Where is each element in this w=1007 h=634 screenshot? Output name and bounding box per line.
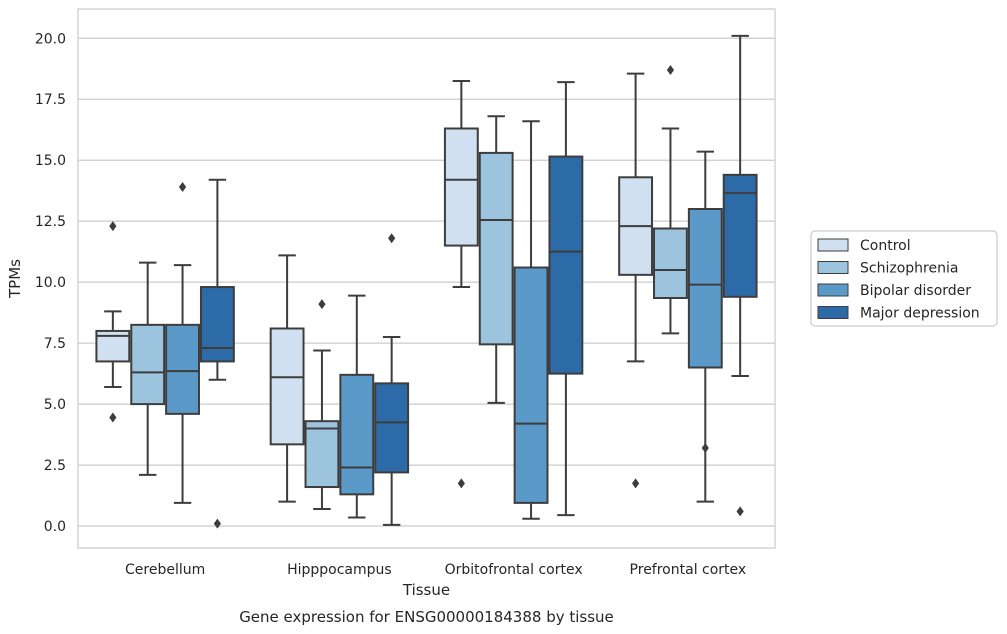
- outlier-point: [109, 221, 117, 232]
- iqr-box: [304, 420, 340, 489]
- x-tick-label: Cerebellum: [125, 562, 205, 578]
- legend-label: Schizophrenia: [860, 261, 958, 277]
- legend-label: Major depression: [860, 306, 980, 322]
- iqr-box: [269, 327, 305, 446]
- box-schizophrenia: [130, 261, 166, 476]
- y-tick-label: 10.0: [35, 275, 66, 291]
- box-control: [269, 254, 305, 503]
- y-tick-label: 15.0: [35, 153, 66, 169]
- legend-swatch: [817, 306, 849, 319]
- iqr-box: [165, 323, 200, 415]
- iqr-box: [722, 173, 758, 298]
- outlier-point: [632, 478, 640, 489]
- outlier-point: [318, 299, 326, 310]
- plot-frame: [77, 8, 776, 549]
- box-bipolar-disorder: [513, 120, 549, 520]
- boxes: [95, 34, 758, 529]
- box-major-depression: [722, 34, 758, 517]
- iqr-box: [130, 323, 166, 406]
- x-tick-label: Prefrontal cortex: [630, 562, 747, 578]
- y-tick-label: 7.5: [44, 336, 66, 352]
- box-control: [618, 72, 654, 489]
- iqr-box: [374, 382, 410, 474]
- outlier-point: [457, 478, 465, 489]
- box-control: [95, 221, 131, 423]
- x-tick-label: Orbitofrontal cortex: [445, 562, 583, 578]
- legend-frame: [810, 230, 998, 327]
- outlier-point: [109, 412, 117, 423]
- outlier-point: [736, 506, 744, 517]
- box-bipolar-disorder: [165, 182, 200, 504]
- x-tick-label: Hipppocampus: [287, 562, 392, 578]
- box-schizophrenia: [478, 115, 514, 404]
- outlier-point: [666, 64, 675, 75]
- y-tick-label: 20.0: [35, 31, 66, 47]
- iqr-box: [687, 207, 723, 369]
- iqr-box: [548, 155, 584, 375]
- box-major-depression: [199, 178, 235, 529]
- outlier-point: [178, 182, 187, 193]
- y-axis-ticks: 0.0 2.5 5.0 7.5 10.0 12.5 15.0 17.5 20.0: [35, 31, 66, 535]
- outlier-point: [213, 518, 221, 529]
- y-axis-title: TPMs: [6, 259, 24, 299]
- y-tick-label: 0.0: [44, 519, 66, 535]
- box-control: [443, 79, 479, 489]
- iqr-box: [199, 286, 235, 363]
- legend-label: Bipolar disorder: [860, 283, 971, 299]
- x-axis-title: Tissue: [402, 581, 450, 599]
- y-tick-label: 12.5: [35, 214, 66, 230]
- y-tick-label: 17.5: [35, 92, 66, 108]
- box-bipolar-disorder: [687, 150, 723, 503]
- y-tick-label: 2.5: [44, 458, 66, 474]
- legend-swatch: [817, 261, 849, 274]
- legend-label: Control: [860, 238, 911, 254]
- iqr-box: [478, 151, 514, 346]
- box-major-depression: [374, 233, 410, 526]
- outlier-point: [388, 233, 396, 244]
- iqr-box: [653, 227, 688, 300]
- x-axis-ticks: Cerebellum Hipppocampus Orbitofrontal cort…: [125, 562, 746, 578]
- outlier-point: [701, 443, 709, 454]
- box-major-depression: [548, 81, 584, 517]
- chart-caption: Gene expression for ENSG00000184388 by t…: [239, 608, 614, 626]
- legend-swatch: [817, 283, 849, 297]
- iqr-box: [443, 127, 479, 247]
- box-schizophrenia: [304, 299, 340, 510]
- legend: Control Schizophrenia Bipolar disorder Majo…: [810, 230, 998, 327]
- iqr-box: [339, 373, 375, 496]
- box-schizophrenia: [653, 64, 688, 335]
- y-tick-label: 5.0: [44, 397, 66, 413]
- iqr-box: [513, 266, 549, 504]
- legend-swatch: [817, 238, 849, 252]
- box-bipolar-disorder: [339, 294, 375, 519]
